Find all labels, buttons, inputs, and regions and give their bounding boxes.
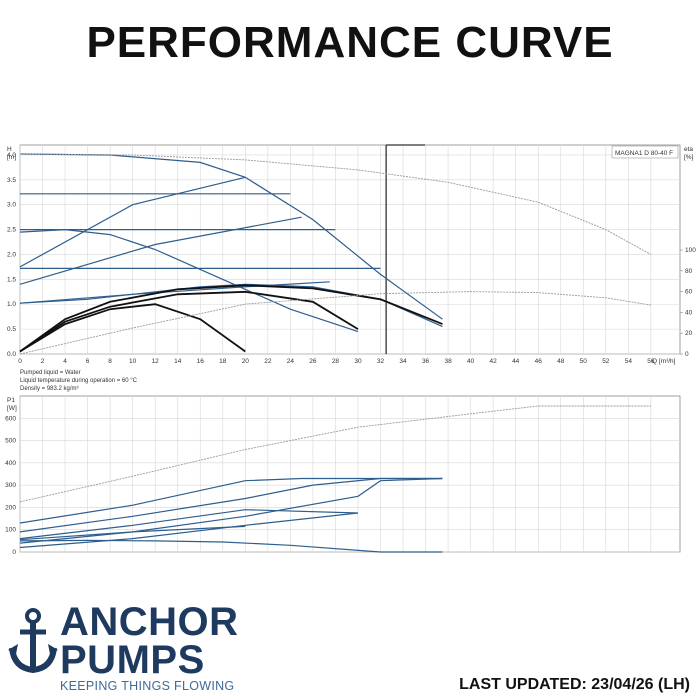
y2-tick-label: 100 [685,247,696,254]
x-tick-label: 22 [264,358,272,365]
y-tick-label: 0.0 [7,351,16,358]
bottom-series-line-0 [19,405,651,503]
p1-tick-label: 0 [12,549,16,556]
x-tick-label: 56 [647,358,655,365]
x-tick-label: 42 [490,358,498,365]
bottom-series-line-6 [19,539,443,553]
y2-tick-label: 0 [685,351,689,358]
chart-note: Density = 983.2 kg/m³ [20,386,79,392]
p1-tick-label: 200 [5,504,16,511]
last-updated: LAST UPDATED: 23/04/26 (LH) [459,676,690,693]
y2-tick-label: 20 [685,330,693,337]
y2-axis-unit: [%] [684,154,694,161]
y2-tick-label: 60 [685,289,693,296]
p1-tick-label: 500 [5,438,16,445]
x-tick-label: 0 [18,358,22,365]
x-tick-label: 20 [242,358,250,365]
y-tick-label: 0.5 [7,326,16,333]
y-tick-label: 1.0 [7,301,16,308]
x-tick-label: 4 [63,358,67,365]
y2-tick-label: 80 [685,268,693,275]
x-tick-label: 18 [219,358,227,365]
top-series-line-1 [19,283,443,328]
top-series-line-13 [19,153,652,255]
top-series-line-3 [19,176,246,268]
brand-tagline: KEEPING THINGS FLOWING [60,679,235,693]
y-tick-label: 3.0 [7,202,16,209]
y-tick-label: 4.0 [7,152,16,159]
y2-axis-label: eta [684,146,693,153]
legend-box [611,145,679,159]
p1-tick-label: 300 [5,482,16,489]
bottom-series-line-2 [19,477,443,533]
x-tick-label: 6 [86,358,90,365]
x-tick-label: 50 [580,358,588,365]
x-axis-label: Q [m³/h] [652,358,676,365]
x-tick-label: 48 [557,358,565,365]
y-axis-unit: [m] [7,154,16,161]
y-tick-label: 2.5 [7,227,16,234]
p1-tick-label: 100 [5,527,16,534]
brand-line1: ANCHOR [60,600,239,644]
x-tick-label: 16 [197,358,205,365]
top-series-line-5 [19,281,330,304]
y-tick-label: 1.5 [7,276,16,283]
legend-label: MAGNA1 D 80-40 F [615,150,673,157]
bottom-plot-frame [19,395,681,553]
chart-note: Pumped liquid = Water [20,370,81,376]
bottom-series-line-4 [19,477,443,544]
x-tick-label: 44 [512,358,520,365]
x-tick-label: 38 [444,358,452,365]
p1-axis-label: P1 [7,397,15,404]
x-tick-label: 26 [309,358,317,365]
bottom-series-line-3 [19,509,359,540]
x-tick-label: 28 [332,358,340,365]
x-tick-label: 30 [354,358,362,365]
anchor-pumps-logo [8,608,248,692]
top-series-line-4 [19,216,302,285]
anchor-icon [8,608,58,674]
chart-note: Liquid temperature during operation = 60… [20,378,138,384]
x-tick-label: 54 [625,358,633,365]
y-tick-label: 2.0 [7,251,16,258]
x-tick-label: 34 [399,358,407,365]
x-tick-label: 36 [422,358,430,365]
p1-tick-label: 400 [5,460,16,467]
x-tick-label: 10 [129,358,137,365]
x-tick-label: 52 [602,358,610,365]
p1-axis-unit: [W] [7,405,17,412]
top-series-line-9 [19,284,443,353]
y-axis-label: H [7,146,12,153]
x-tick-label: 24 [287,358,295,365]
bottom-series-line-7 [19,525,246,541]
x-tick-label: 40 [467,358,475,365]
x-tick-label: 2 [41,358,45,365]
bottom-series-line-5 [19,512,359,549]
x-tick-label: 32 [377,358,385,365]
page-title: PERFORMANCE CURVE [86,18,614,67]
brand-line2: PUMPS [60,638,205,682]
x-tick-label: 14 [174,358,182,365]
x-tick-label: 46 [535,358,543,365]
y-tick-label: 3.5 [7,177,16,184]
top-series-line-11 [19,303,246,353]
x-tick-label: 8 [108,358,112,365]
x-tick-label: 12 [152,358,160,365]
y2-tick-label: 40 [685,309,693,316]
p1-tick-label: 600 [5,415,16,422]
top-series-line-10 [19,290,359,353]
top-series-line-12 [19,291,651,355]
top-series-line-0 [19,153,443,320]
